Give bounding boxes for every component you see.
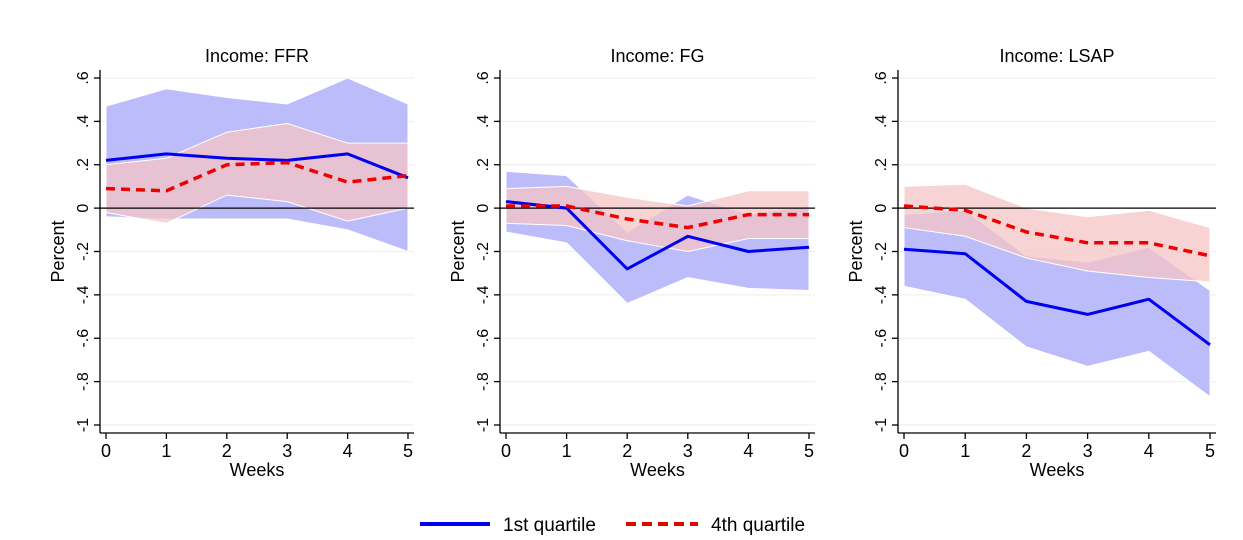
line-4th-quartile	[105, 160, 409, 193]
panel-title: Income: FFR	[205, 46, 309, 66]
ci-band-4th-quartile	[505, 185, 810, 253]
y-tick-label: .4	[75, 115, 92, 128]
y-axis-title: Percent	[448, 220, 468, 282]
y-tick-label: .4	[475, 115, 492, 128]
panel-title: Income: LSAP	[999, 46, 1114, 66]
x-tick-label: 5	[804, 441, 814, 461]
y-tick-label: -.2	[75, 242, 92, 261]
y-tick-label: -.4	[75, 285, 92, 304]
series-lines	[903, 204, 1211, 347]
series-lines	[505, 200, 810, 271]
x-tick-label: 0	[101, 441, 111, 461]
y-tick-label: .6	[475, 71, 492, 84]
x-tick-label: 4	[1144, 441, 1154, 461]
x-tick-label: 2	[622, 441, 632, 461]
y-tick-label: -.6	[475, 329, 492, 348]
panel-2: .6 .4 .2 0 -.2 -.4 -.6 -.8 -1 0 1 2 3 4 5 Weeks Percent I…	[846, 46, 1216, 480]
x-tick-label: 3	[683, 441, 693, 461]
y-tick-label: .2	[873, 158, 890, 171]
y-axis-title: Percent	[846, 220, 866, 282]
line-1st-quartile	[903, 247, 1211, 347]
y-tick-label: 0	[873, 204, 890, 213]
x-tick-label: 2	[222, 441, 232, 461]
line-4th-quartile	[506, 204, 809, 230]
x-axis-title: Weeks	[1030, 460, 1085, 480]
y-tick-label: -.8	[75, 372, 92, 391]
legend: 1st quartile 4th quartile	[420, 515, 805, 536]
panel-1: .6 .4 .2 0 -.2 -.4 -.6 -.8 -1 0 1 2 3 4 5 Weeks Percent I…	[448, 46, 815, 480]
y-tick-label: .4	[873, 115, 890, 128]
x-tick-label: 0	[501, 441, 511, 461]
y-tick-label: 0	[75, 204, 92, 213]
line-4th-quartile	[903, 204, 1211, 258]
y-tick-label: 0	[475, 204, 492, 213]
panel-title: Income: FG	[610, 46, 704, 66]
y-tick-label: -1	[475, 418, 492, 432]
y-tick-label: -.4	[873, 285, 890, 304]
y-tick-label: -1	[75, 418, 92, 432]
x-tick-label: 2	[1021, 441, 1031, 461]
series-lines	[105, 152, 409, 193]
y-tick-label: -.6	[873, 329, 890, 348]
y-tick-label: -.8	[873, 372, 890, 391]
x-tick-label: 4	[743, 441, 753, 461]
x-tick-label: 5	[403, 441, 413, 461]
y-tick-label: .2	[475, 158, 492, 171]
panel-0: .6 .4 .2 0 -.2 -.4 -.6 -.8 -1 0 1 2 3 4 5 Weeks Percent I…	[48, 46, 414, 480]
y-tick-label: .2	[75, 158, 92, 171]
legend-label-1st-quartile: 1st quartile	[503, 515, 596, 536]
x-tick-label: 1	[960, 441, 970, 461]
x-tick-label: 1	[161, 441, 171, 461]
x-tick-label: 1	[562, 441, 572, 461]
y-tick-label: -.2	[873, 242, 890, 261]
x-tick-label: 0	[899, 441, 909, 461]
x-tick-label: 3	[282, 441, 292, 461]
line-1st-quartile	[105, 152, 409, 180]
panels: .6 .4 .2 0 -.2 -.4 -.6 -.8 -1 0 1 2 3 4 5 Weeks Percent I…	[48, 46, 1216, 480]
x-tick-label: 3	[1083, 441, 1093, 461]
y-tick-label: -.4	[475, 285, 492, 304]
bands	[505, 170, 810, 305]
y-tick-label: -.2	[475, 242, 492, 261]
y-tick-label: -1	[873, 418, 890, 432]
y-tick-label: -.6	[75, 329, 92, 348]
x-tick-label: 5	[1205, 441, 1215, 461]
x-axis-title: Weeks	[630, 460, 685, 480]
y-axis-title: Percent	[48, 220, 68, 282]
y-tick-label: .6	[75, 71, 92, 84]
y-tick-label: -.8	[475, 372, 492, 391]
legend-label-4th-quartile: 4th quartile	[711, 515, 805, 536]
x-axis-title: Weeks	[230, 460, 285, 480]
y-tick-label: .6	[873, 71, 890, 84]
x-tick-label: 4	[343, 441, 353, 461]
